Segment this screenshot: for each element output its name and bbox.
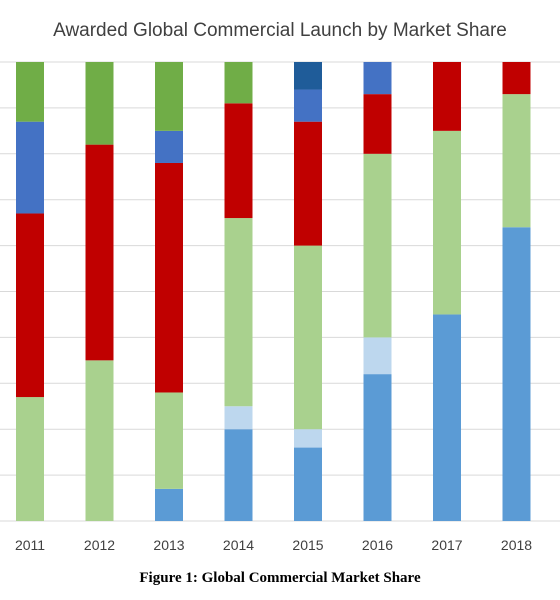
bar-segment-2011-4 xyxy=(16,121,44,214)
bar-segment-2016-0 xyxy=(363,374,392,521)
bar-segment-2014-1 xyxy=(224,406,253,430)
bar-segment-2015-2 xyxy=(294,245,322,430)
bar-segment-2012-2 xyxy=(85,360,114,521)
bar-segment-2017-2 xyxy=(433,130,461,315)
bar-segment-2016-1 xyxy=(363,337,392,375)
x-tick-label-2018: 2018 xyxy=(501,537,532,553)
bar-segment-2017-0 xyxy=(433,314,461,521)
x-tick-label-2017: 2017 xyxy=(431,537,462,553)
bar-segment-2014-2 xyxy=(224,218,253,407)
bar-segment-2014-3 xyxy=(224,103,253,219)
bar-segment-2016-2 xyxy=(363,153,392,338)
bar-segment-2015-1 xyxy=(294,429,322,448)
gridlines xyxy=(0,61,560,522)
bar-segment-2015-4 xyxy=(294,89,322,122)
bars xyxy=(16,62,531,522)
x-tick-label-2016: 2016 xyxy=(362,537,393,553)
bar-segment-2012-6 xyxy=(85,62,114,145)
bar-segment-2014-6 xyxy=(224,62,253,104)
bar-segment-2013-4 xyxy=(155,130,183,163)
bar-segment-2013-6 xyxy=(155,62,183,131)
x-tick-label-2015: 2015 xyxy=(292,537,323,553)
bar-segment-2012-3 xyxy=(85,144,114,361)
bar-segment-2015-5 xyxy=(294,62,322,90)
x-axis-labels: 2011 2012 2013 2014 2015 2016 2017 2018 xyxy=(15,537,532,553)
bar-segment-2015-0 xyxy=(294,447,322,521)
bar-segment-2015-3 xyxy=(294,121,322,246)
x-tick-label-2013: 2013 xyxy=(153,537,184,553)
figure-caption: Figure 1: Global Commercial Market Share xyxy=(139,570,421,586)
bar-segment-2014-0 xyxy=(224,429,253,521)
x-tick-label-2014: 2014 xyxy=(223,537,254,553)
bar-segment-2018-0 xyxy=(502,227,531,522)
x-tick-label-2011: 2011 xyxy=(15,537,45,553)
x-tick-label-2012: 2012 xyxy=(84,537,115,553)
bar-segment-2011-6 xyxy=(16,62,44,122)
bar-segment-2018-2 xyxy=(502,94,531,228)
bar-segment-2017-3 xyxy=(433,62,461,131)
bar-segment-2013-3 xyxy=(155,162,183,393)
bar-segment-2011-2 xyxy=(16,397,44,521)
bar-segment-2016-4 xyxy=(363,62,392,95)
bar-segment-2013-2 xyxy=(155,392,183,489)
bar-segment-2011-3 xyxy=(16,213,44,398)
bar-segment-2013-0 xyxy=(155,488,183,521)
bar-segment-2018-3 xyxy=(502,62,531,95)
stacked-bar-chart: 2011 2012 2013 2014 2015 2016 2017 2018 xyxy=(0,61,560,553)
bar-segment-2016-3 xyxy=(363,94,392,154)
chart-title: Awarded Global Commercial Launch by Mark… xyxy=(53,20,507,41)
